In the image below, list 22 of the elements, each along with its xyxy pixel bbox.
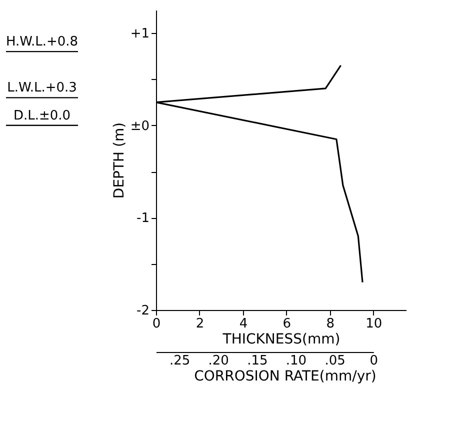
y-tick-label: -2 [136,304,150,318]
y-axis-title: DEPTH (m) [111,122,128,199]
ref-line-label: L.W.L.+0.3 [7,80,77,96]
y-tick-label: -1 [136,211,150,226]
y-tick-label: +1 [130,26,150,42]
x2-tick-label: .20 [208,354,229,368]
x2-tick-label: .25 [169,354,190,368]
x-axis-title: THICKNESS(mm) [222,332,340,348]
x2-tick-label: .10 [286,354,307,368]
x-tick-label: 6 [282,316,292,332]
x2-tick-label: .05 [324,354,346,368]
ref-line-label: D.L.±0.0 [13,108,71,124]
x2-tick-label: .15 [247,354,268,368]
x2-tick-label: 0 [370,354,378,368]
x2-axis-title: CORROSION RATE(mm/yr) [194,368,376,384]
x-tick-label: 10 [366,316,382,332]
y-tick-label: ±0 [130,118,150,134]
x-tick-label: 8 [326,316,335,332]
x-tick-label: 0 [152,316,161,332]
ref-line-label: H.W.L.+0.8 [6,34,78,50]
x-tick-label: 4 [239,316,248,332]
x-tick-label: 2 [196,316,204,332]
